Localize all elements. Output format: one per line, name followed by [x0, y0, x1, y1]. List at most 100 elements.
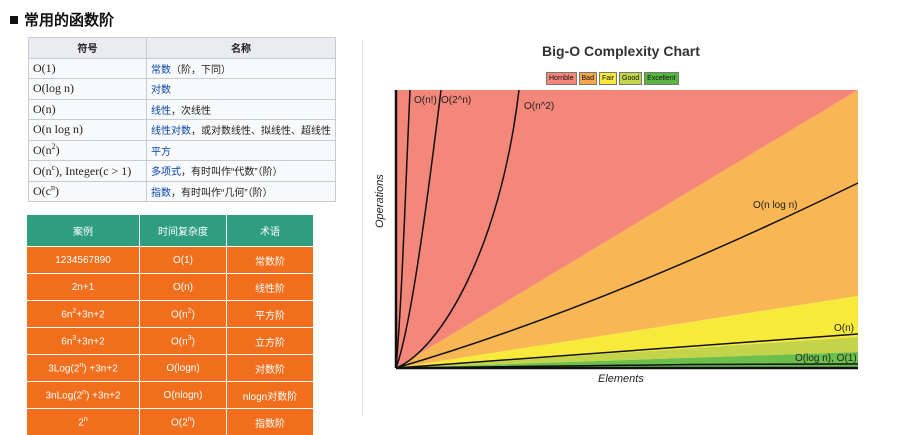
- complexity-text: O(nlogn): [163, 389, 203, 401]
- symbol-text-after: ): [55, 143, 60, 158]
- curve-n-squared: [395, 89, 520, 369]
- chart-legend: Horrible Bad Fair Good Excellent: [546, 72, 679, 85]
- name-link[interactable]: 线性对数: [151, 126, 191, 138]
- symbol-text: O(n: [33, 143, 52, 158]
- symbol-text-after: ), Integer(c > 1): [55, 163, 132, 178]
- case-text: 3nLog(2: [45, 390, 83, 402]
- legend-item: Good: [619, 72, 643, 85]
- legend-item: Excellent: [644, 72, 679, 85]
- complexity-notation-table: 符号 名称 O(1) 常数（阶，下同） O(log n) 对数 O(n) 线性，次线性 O(…: [28, 37, 336, 202]
- symbol-exponent: n: [51, 183, 55, 193]
- symbol-text: O(n log n): [33, 122, 83, 137]
- table1-header-symbol: 符号: [28, 37, 147, 59]
- top-fragment: ~~~~~~~: [484, 0, 624, 3]
- vertical-divider: [362, 40, 363, 415]
- name-link[interactable]: 线性: [151, 105, 171, 117]
- term-cell: 立方阶: [227, 327, 314, 354]
- region-bad: [396, 90, 858, 368]
- term-cell: nlogn对数阶: [227, 381, 314, 408]
- complexity-text: O(n: [171, 309, 188, 321]
- table2-row: 6n3+3n+2 O(n3) 立方阶: [27, 327, 314, 354]
- case-cell: 3Log(2n) +3n+2: [27, 354, 140, 381]
- term-cell: 线性阶: [227, 273, 314, 300]
- symbol-text-after: ): [55, 184, 59, 199]
- table2-row: 2n+1 O(n) 线性阶: [27, 273, 314, 300]
- curve-n-factorial: [395, 89, 411, 369]
- case-exponent: 3: [72, 334, 77, 342]
- name-cell: 线性对数，或对数线性、拟线性、超线性: [146, 119, 336, 141]
- complexity-cell: O(logn): [140, 354, 227, 381]
- case-text-after: ) +3n+2: [86, 390, 121, 402]
- complexity-text-after: ): [191, 309, 195, 321]
- complexity-exponent: 3: [187, 334, 192, 342]
- case-cell: 6n3+3n+2: [27, 327, 140, 354]
- case-exponent: n: [82, 388, 87, 396]
- label-linear: O(n): [834, 323, 854, 334]
- case-text: 1234567890: [55, 254, 111, 266]
- label-log-n-constant: O(log n), O(1): [795, 353, 857, 364]
- symbol-text: O(log n): [33, 81, 74, 96]
- term-cell: 平方阶: [227, 300, 314, 327]
- label-n-squared: O(n^2): [524, 101, 554, 112]
- case-text: 2n+1: [71, 281, 95, 293]
- term-cell: 对数阶: [227, 354, 314, 381]
- case-cell: 3nLog(2n) +3n+2: [27, 381, 140, 408]
- table1-row: O(log n) 对数: [28, 78, 336, 100]
- table2-row: 3nLog(2n) +3n+2 O(nlogn) nlogn对数阶: [27, 381, 314, 408]
- table2-header-case: 案例: [27, 215, 140, 246]
- name-link[interactable]: 指数: [151, 187, 171, 199]
- chart-title: Big-O Complexity Chart: [542, 43, 700, 59]
- curve-linear: [395, 333, 859, 369]
- complexity-chart: O(n!) O(2^n) O(n^2) O(n log n) O(n) O(lo…: [394, 89, 859, 370]
- name-extra: ，或对数线性、拟线性、超线性: [191, 126, 331, 138]
- table2-header-complexity: 时间复杂度: [140, 215, 227, 246]
- name-cell: 对数: [146, 78, 336, 100]
- complexity-exponent: 2: [187, 307, 192, 315]
- table2-row: 1234567890 O(1) 常数阶: [27, 246, 314, 273]
- region-fair: [396, 296, 858, 368]
- curve-2-power-n: [395, 89, 442, 369]
- symbol-text: O(c: [33, 184, 51, 199]
- case-exponent: n: [79, 361, 84, 369]
- legend-item: Horrible: [546, 72, 577, 85]
- term-cell: 常数阶: [227, 246, 314, 273]
- case-text-after: +3n+2: [76, 309, 105, 321]
- name-cell: 多项式，有时叫作“代数”（阶）: [146, 160, 336, 182]
- table2-row: 3Log(2n) +3n+2 O(logn) 对数阶: [27, 354, 314, 381]
- case-cell: 1234567890: [27, 246, 140, 273]
- heading-text: 常用的函数阶: [24, 12, 115, 29]
- name-link[interactable]: 平方: [151, 146, 171, 158]
- label-n-factorial: O(n!): [414, 95, 437, 106]
- case-cell: 6n2+3n+2: [27, 300, 140, 327]
- symbol-text: O(1): [33, 60, 56, 75]
- case-cell: 2n+1: [27, 273, 140, 300]
- case-text: 6n: [61, 309, 73, 321]
- legend-item: Bad: [578, 72, 597, 85]
- name-cell: 线性，次线性: [146, 98, 336, 120]
- table1-row: O(nc), Integer(c > 1) 多项式，有时叫作“代数”（阶）: [28, 160, 336, 182]
- symbol-exponent: c: [51, 162, 56, 172]
- name-extra: （阶，下同）: [171, 64, 231, 76]
- complexity-cell: O(1): [140, 246, 227, 273]
- name-link[interactable]: 对数: [151, 85, 171, 97]
- symbol-cell: O(nc), Integer(c > 1): [28, 160, 147, 182]
- complexity-cell: O(nlogn): [140, 381, 227, 408]
- case-text-after: ) +3n+2: [83, 363, 118, 375]
- name-link[interactable]: 常数: [151, 64, 171, 76]
- symbol-cell: O(1): [28, 57, 147, 79]
- complexity-text: O(logn): [166, 362, 200, 374]
- table1-row: O(1) 常数（阶，下同）: [28, 57, 336, 79]
- bullet-square-icon: [10, 15, 18, 24]
- symbol-cell: O(log n): [28, 78, 147, 100]
- symbol-text: O(n): [33, 101, 56, 116]
- symbol-text: O(n: [33, 163, 52, 178]
- complexity-text-after: ): [191, 336, 195, 348]
- legend-item: Fair: [598, 72, 618, 85]
- table2-row: 6n2+3n+2 O(n2) 平方阶: [27, 300, 314, 327]
- complexity-text: O(1): [173, 254, 193, 266]
- name-link[interactable]: 多项式: [151, 167, 181, 179]
- case-exponent: n: [83, 415, 88, 423]
- curve-n-log-n: [395, 182, 859, 369]
- page-heading: 常用的函数阶: [10, 9, 114, 30]
- case-text-after: +3n+2: [76, 336, 105, 348]
